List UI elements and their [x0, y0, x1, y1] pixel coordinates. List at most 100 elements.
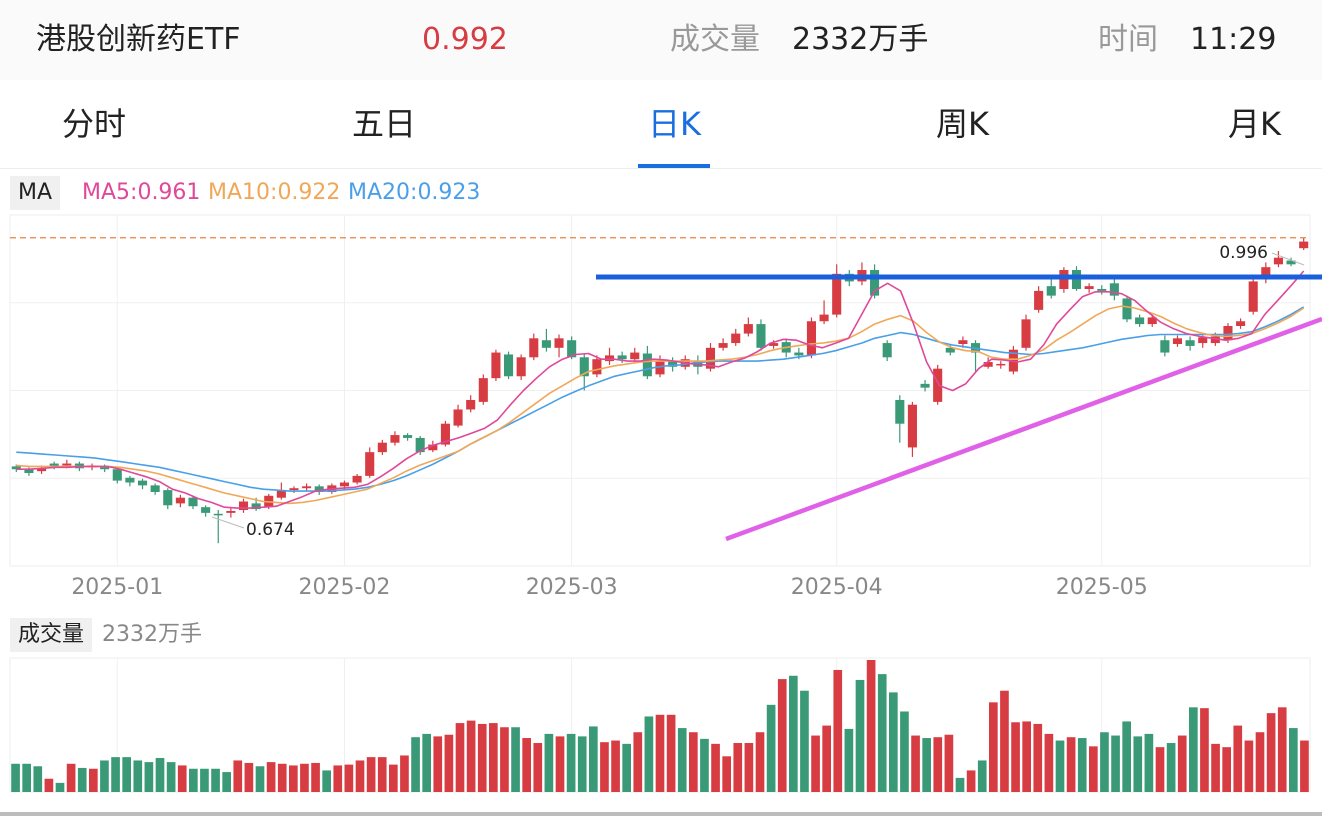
volume-bar [711, 743, 720, 792]
volume-bar [866, 660, 876, 792]
candle-body [1109, 283, 1119, 296]
volume-bar [511, 727, 520, 792]
ma20-legend: MA20:0.923 [348, 180, 481, 205]
volume-bar [289, 765, 298, 792]
bottom-edge [0, 812, 1322, 816]
candle-body [11, 466, 21, 470]
volume-bar [522, 738, 531, 792]
volume-bar [1077, 738, 1087, 792]
volume-bar [422, 733, 431, 792]
candle-body [238, 501, 249, 511]
volume-bar [1044, 733, 1054, 792]
volume-bar [1177, 735, 1187, 792]
candle-body [1021, 319, 1031, 348]
candle-body [1210, 336, 1220, 344]
volume-bar [433, 736, 443, 792]
volume-bar [122, 757, 131, 792]
volume-bar [66, 763, 76, 792]
candle-body [302, 486, 312, 489]
candle-body [504, 354, 514, 377]
volume-bar [755, 732, 765, 792]
candle-body [1084, 286, 1094, 289]
candle-body [62, 463, 72, 466]
volume-bar [1266, 713, 1276, 792]
candle-body [453, 409, 463, 426]
candle-body [1172, 338, 1183, 345]
volume-bar [1111, 735, 1120, 792]
volume-bar [822, 725, 831, 792]
volume-bar [766, 704, 776, 792]
candle-body [339, 482, 350, 487]
volume-bar [477, 723, 487, 792]
candle-body [731, 333, 741, 344]
candle-body [958, 340, 968, 345]
volume-bar [900, 711, 909, 792]
candle-body [516, 357, 526, 377]
ma5-line [16, 270, 1305, 509]
candle-body [567, 340, 577, 358]
volume-bar [400, 755, 409, 792]
quote-header: 港股创新药ETF 0.992 成交量 2332万手 时间 11:29 [0, 0, 1322, 80]
volume-bar [500, 727, 509, 792]
volume-bar [100, 760, 109, 792]
tab-monthly-k[interactable]: 月K [1228, 105, 1281, 143]
candle-body [201, 507, 211, 513]
candle-body [1261, 267, 1271, 280]
candle-body [769, 343, 779, 346]
volume-bar [1155, 747, 1165, 792]
volume-bar [1122, 721, 1131, 792]
volume-bar [211, 768, 220, 792]
candle-body [226, 510, 236, 513]
ma10-legend: MA10:0.922 [208, 180, 341, 205]
low-annotation-leader [211, 516, 245, 529]
tab-weekly-k[interactable]: 周K [936, 105, 989, 143]
volume-bar [589, 726, 598, 792]
ma5-legend: MA5:0.961 [82, 180, 201, 205]
candle-body [150, 485, 160, 493]
candle-body [440, 423, 450, 445]
candle-body [819, 314, 829, 322]
candle-body [983, 362, 993, 367]
candle-body [428, 444, 438, 451]
volume-bar [222, 772, 231, 792]
low-annotation: 0.674 [246, 520, 295, 540]
volume-bar [800, 690, 809, 792]
candle-body [1034, 290, 1044, 310]
volume-bar [466, 720, 476, 792]
candle-body [1135, 317, 1145, 325]
volume-bar [377, 757, 387, 792]
candle-body [705, 347, 716, 369]
candle-body [1059, 270, 1069, 289]
candle-body [945, 347, 955, 353]
volume-bar [177, 765, 187, 792]
candle-body [403, 435, 413, 438]
volume-bar [1000, 690, 1009, 792]
tab-intraday[interactable]: 分时 [62, 105, 127, 143]
volume-bar [1300, 740, 1309, 792]
volume-bar [877, 674, 887, 792]
x-tick-label: 2025-05 [1056, 575, 1148, 600]
volume-bar [944, 734, 954, 792]
candle-body [163, 490, 173, 506]
ma-indicator-tag[interactable]: MA [10, 176, 61, 210]
candle-body [579, 357, 589, 377]
volume-bar [255, 766, 265, 792]
x-tick-label: 2025-01 [71, 575, 163, 600]
candle-body [668, 361, 678, 367]
volume-indicator-tag[interactable]: 成交量 [10, 618, 93, 652]
volume-bar [666, 714, 676, 792]
volume-bar [966, 770, 976, 792]
candle-body [1071, 270, 1082, 289]
volume-bar [700, 738, 709, 792]
volume-bar [89, 768, 98, 792]
candle-body [112, 469, 122, 481]
tab-five-day[interactable]: 五日 [352, 105, 417, 143]
tab-daily-k[interactable]: 日K [648, 105, 701, 143]
volume-bar [1066, 737, 1076, 792]
candle-body [882, 343, 892, 358]
volume-bar [611, 740, 620, 792]
candle-body [466, 399, 476, 410]
volume-bar [200, 768, 209, 792]
candle-body [24, 469, 34, 474]
